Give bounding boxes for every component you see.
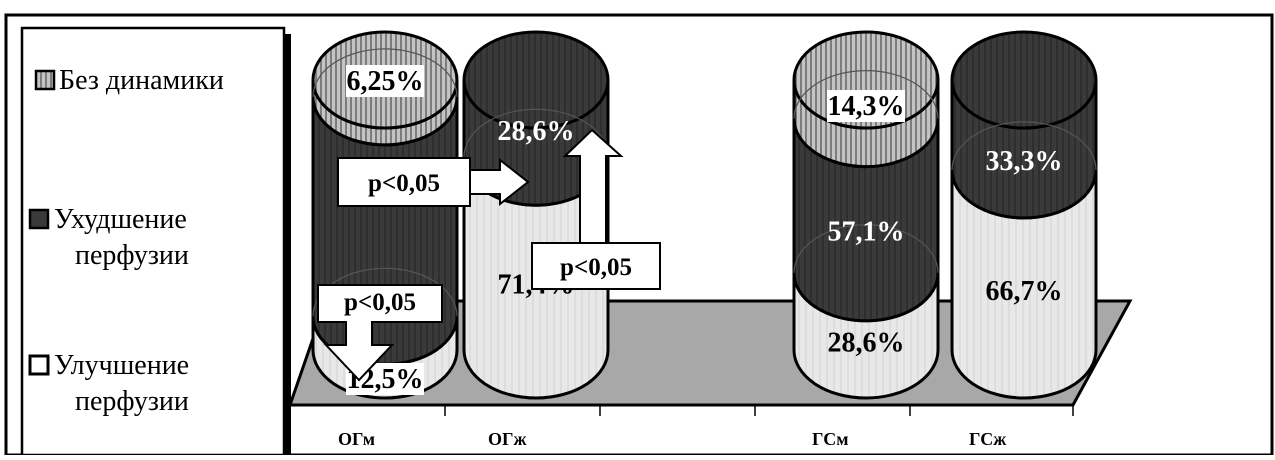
legend-label: Без динамики — [59, 65, 224, 96]
data-label: 28,6% — [828, 327, 905, 358]
x-tick-label: ОГм — [338, 429, 375, 449]
annotation-label: p<0,05 — [560, 254, 632, 281]
legend-item-no-change: Без динамики — [34, 65, 224, 96]
cylinder-top — [950, 30, 1098, 130]
x-tick-label: ОГж — [488, 429, 527, 449]
segment-back-edge — [463, 108, 609, 158]
annotation-arrow-right: p<0,05 — [337, 157, 530, 207]
annotation-arrow-down: p<0,05 — [317, 284, 443, 382]
legend-label-line2: перфузии — [75, 386, 189, 417]
x-tick-label: ГСм — [812, 429, 848, 449]
segment-back-edge — [951, 121, 1097, 170]
annotation-arrow-up: p<0,05 — [531, 128, 661, 290]
legend-shadow — [284, 34, 291, 455]
x-tick-label: ГСж — [969, 429, 1007, 449]
data-label-bg — [827, 90, 905, 122]
cylinder-top — [462, 30, 610, 130]
x-axis-labels: ОГм ОГж ГСм ГСж — [338, 429, 1007, 449]
data-label: 28,6% — [498, 116, 575, 147]
annotation-label: p<0,05 — [368, 170, 440, 197]
data-label-bg — [346, 65, 424, 97]
data-label: 57,1% — [828, 217, 905, 248]
legend-label-line1: Ухудшение — [54, 204, 187, 235]
segment-back-edge — [793, 70, 939, 119]
segment-back-edge — [312, 48, 458, 97]
segment-back-edge — [793, 224, 939, 273]
cylinder-3 — [950, 30, 1098, 400]
data-labels: 12,5%6,25%71,4%28,6%28,6%57,1%14,3%66,7%… — [346, 65, 1063, 395]
dark-square-icon — [28, 208, 50, 230]
data-label: 33,3% — [986, 146, 1063, 177]
vertical-hatched-square-icon — [34, 69, 56, 91]
legend: Без динамики Ухудшение перфузии Улучшени… — [20, 26, 291, 457]
legend-item-worse: Ухудшение перфузии — [28, 204, 189, 271]
legend-label-line2: перфузии — [75, 240, 189, 271]
significance-annotations: p<0,05 p<0,05 p<0,05 — [317, 128, 661, 382]
data-label: 14,3% — [828, 91, 905, 122]
legend-label-line1: Улучшение — [54, 350, 189, 381]
light-square-icon — [28, 354, 50, 376]
data-label: 66,7% — [986, 276, 1063, 307]
legend-box — [20, 26, 286, 457]
legend-item-better: Улучшение перфузии — [28, 350, 189, 417]
data-label: 6,25% — [347, 66, 424, 97]
annotation-label: p<0,05 — [344, 289, 416, 316]
cylinder-2 — [792, 30, 940, 400]
